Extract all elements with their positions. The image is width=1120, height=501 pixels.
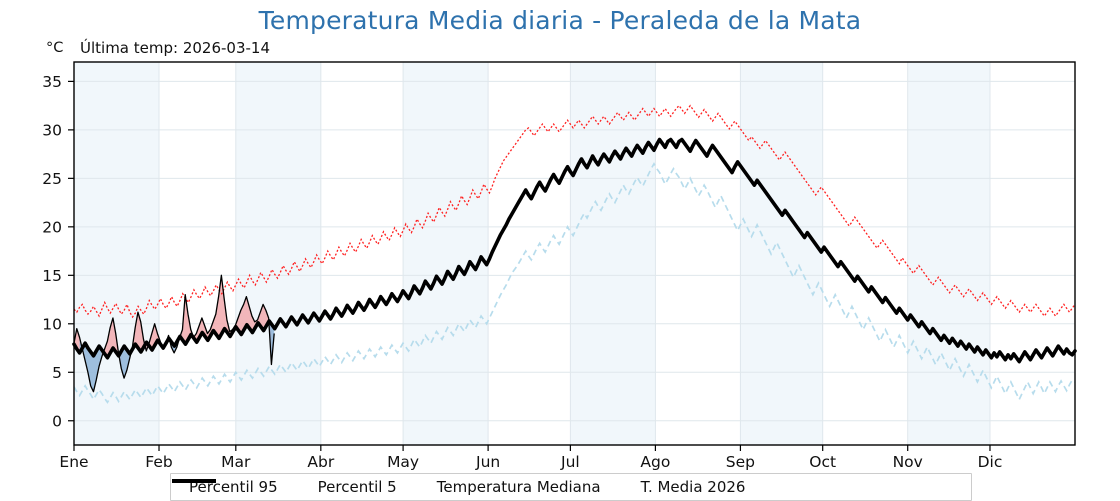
x-tick-label: Ago — [640, 453, 670, 471]
x-tick-label: May — [387, 453, 419, 471]
x-tick-label: Ene — [59, 453, 88, 471]
chart-legend: Percentil 95 Percentil 5 Temperatura Med… — [170, 473, 972, 501]
month-band — [235, 62, 321, 445]
x-tick-label: Sep — [726, 453, 755, 471]
x-tick-label: Oct — [809, 453, 836, 471]
y-tick-label: 15 — [42, 267, 62, 285]
y-tick-label: 25 — [42, 170, 62, 188]
y-tick-label: 0 — [52, 412, 62, 430]
y-tick-label: 20 — [42, 218, 62, 236]
series-t-media-2026 — [73, 274, 275, 393]
line-solid-black-thin-icon — [172, 480, 216, 482]
x-tick-label: Jun — [475, 453, 500, 471]
series-percentil-5 — [73, 162, 1076, 404]
x-tick-label: Nov — [893, 453, 923, 471]
month-band — [403, 62, 489, 445]
last-temp-label: Última temp: 2026-03-14 — [80, 39, 271, 57]
y-tick-label: 10 — [42, 315, 62, 333]
legend-label-percentil-5: Percentil 5 — [317, 478, 397, 496]
x-tick-label: Mar — [221, 453, 251, 471]
anomaly-fill-above — [179, 275, 272, 365]
x-tick-label: Dic — [978, 453, 1003, 471]
x-tick-label: Feb — [145, 453, 172, 471]
legend-item-t-media-2026[interactable]: T. Media 2026 — [172, 474, 746, 500]
x-tick-label: Jul — [560, 453, 580, 471]
legend-item-temperatura-mediana[interactable]: Temperatura Mediana — [172, 474, 601, 500]
page-title: Temperatura Media diaria - Peraleda de l… — [258, 6, 862, 35]
plot-frame — [73, 61, 1076, 446]
y-tick-label: 30 — [42, 121, 62, 139]
x-tick-label: Abr — [307, 453, 334, 471]
y-axis-unit-label: °C — [46, 40, 64, 56]
series-percentil-95 — [73, 104, 1076, 319]
legend-item-percentil-5[interactable]: Percentil 5 — [172, 474, 397, 500]
y-tick-label: 5 — [52, 364, 62, 382]
month-band — [907, 62, 990, 445]
month-band — [74, 62, 160, 445]
legend-label-temperatura-mediana: Temperatura Mediana — [436, 478, 601, 496]
legend-label-t-media-2026: T. Media 2026 — [640, 478, 746, 496]
month-band — [570, 62, 656, 445]
anomaly-fill-below — [268, 317, 275, 365]
anomaly-fill-above — [146, 323, 163, 351]
series-temperatura-mediana — [72, 137, 1077, 364]
y-tick-label: 35 — [42, 73, 62, 91]
